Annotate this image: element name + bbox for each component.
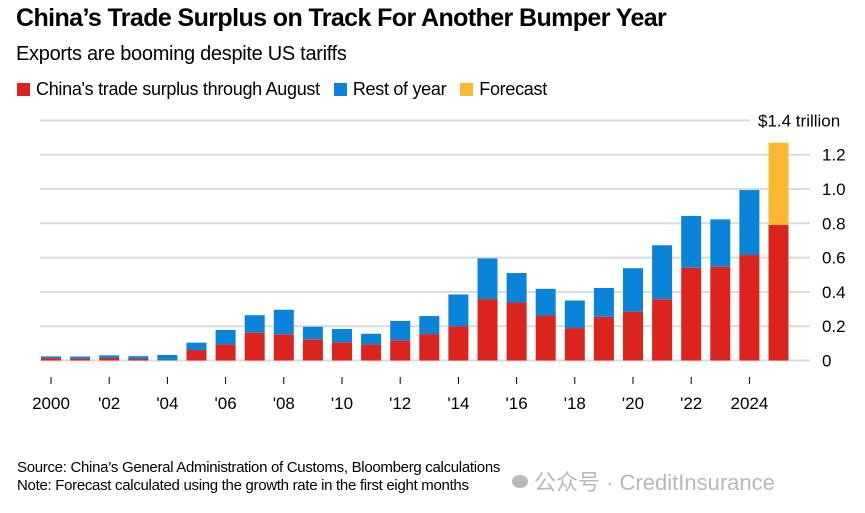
bar-segment-2025 [768,142,789,226]
x-tick-label: '06 [215,394,237,413]
bar-segment-2002 [99,357,120,361]
y-tick-label: 1.0 [822,180,846,199]
footnotes: Source: China’s General Administration o… [17,459,500,495]
x-axis: 2000 '02 '04 '06 '08 '10 '12 '14 '16 '18 '20 '22 202… [32,377,768,413]
bar-segment-2019 [593,316,614,361]
bar-segment-2000 [41,358,61,361]
bar-segment-2023 [710,266,731,361]
x-tick-label: '12 [389,394,411,413]
bar-segment-2020 [623,268,643,312]
y-tick-label: $1.4 trillion [758,111,840,130]
chart-subtitle: Exports are booming despite US tariffs [16,43,347,65]
watermark-text: 公众号 · CreditInsurance [534,470,775,495]
bar-segment-2022 [681,267,702,361]
bar-segment-2004 [157,355,178,361]
bar-segment-2006 [215,344,236,361]
bar-segment-2012 [390,320,411,341]
bar-segment-2014 [448,294,469,327]
bar-segment-2001 [70,358,91,361]
bar-segment-2008 [273,334,294,361]
x-tick-label: '20 [622,394,644,413]
x-tick-label: 2000 [32,394,70,413]
bar-segment-2011 [361,333,382,345]
bar-segment-2008 [273,309,294,335]
forecast-note: Note: Forecast calculated using the grow… [17,477,469,494]
bar-segment-2024 [739,255,760,361]
bar-segment-2017 [535,315,556,361]
bar-segment-2022 [681,215,702,268]
bar-segment-2005 [186,350,207,361]
chart-title: China’s Trade Surplus on Track For Anoth… [16,4,667,32]
bar-segment-2015 [477,299,498,361]
x-tick-label: 2024 [730,394,768,413]
bar-segment-2017 [535,288,556,316]
x-tick-label: '22 [680,394,702,413]
bar-segment-2009 [302,339,323,361]
bar-segment-2005 [186,342,207,351]
bar-segment-2023 [710,219,731,267]
bar-segment-2012 [390,340,411,361]
bar-segment-2007 [244,315,265,333]
bar-segment-2002 [99,355,120,358]
bar-segment-2006 [215,329,236,345]
bar-segment-2000 [41,356,61,359]
legend-item-forecast: Forecast [460,79,547,100]
bar-segment-2003 [128,358,149,361]
legend-label: China's trade surplus through August [36,79,320,99]
legend-label: Rest of year [352,79,447,99]
bar-segment-2007 [244,332,265,361]
watermark: 公众号 · CreditInsurance [512,465,775,497]
x-tick-label: '10 [331,394,353,413]
x-tick-label: '14 [447,394,469,413]
x-tick-label: '08 [273,394,295,413]
bar-segment-2001 [70,356,91,359]
bar-segment-2024 [739,190,760,256]
y-tick-label: 0 [822,352,831,371]
bar-segment-2019 [593,287,614,317]
legend-item-rest-of-year: Rest of year [333,79,447,100]
bar-segment-2021 [652,299,673,361]
bar-segment-2013 [419,316,440,335]
bar-segment-2013 [419,334,440,361]
bar-segment-2025 [768,225,789,361]
x-tick-label: '04 [156,394,178,413]
bar-segment-2003 [128,356,149,359]
x-tick-label: '16 [506,394,528,413]
bar-segment-2010 [332,342,352,361]
bar-segment-2014 [448,326,469,361]
x-tick-label: '18 [564,394,586,413]
source-note: Source: China’s General Administration o… [17,459,501,476]
bar-segment-2015 [477,258,498,300]
bar-segment-2018 [564,300,585,329]
y-tick-label: 1.2 [822,146,846,165]
y-tick-label: 0.8 [822,214,846,233]
y-axis-labels: 0 0.2 0.4 0.6 0.8 1.0 1.2 $1.4 trillion [758,111,846,370]
y-tick-label: 0.2 [822,317,846,336]
bar-segment-2018 [564,328,585,361]
x-tick-label: '02 [98,394,120,413]
legend-swatch-red [17,83,30,96]
bar-segment-2011 [361,344,382,361]
y-tick-label: 0.4 [822,283,846,302]
bar-segment-2009 [302,326,323,340]
legend-swatch-blue [333,83,347,96]
bars [41,142,789,361]
legend-item-through-august: China's trade surplus through August [17,79,320,100]
bar-segment-2021 [652,245,673,300]
legend: China's trade surplus through August Res… [17,79,561,100]
legend-swatch-yellow [460,83,474,96]
legend-label: Forecast [479,79,547,99]
bar-segment-2016 [506,302,527,361]
wechat-icon [512,474,528,488]
bar-segment-2010 [332,328,352,343]
bar-segment-2020 [623,311,643,361]
bar-segment-2016 [506,273,527,303]
y-tick-label: 0.6 [822,249,846,268]
